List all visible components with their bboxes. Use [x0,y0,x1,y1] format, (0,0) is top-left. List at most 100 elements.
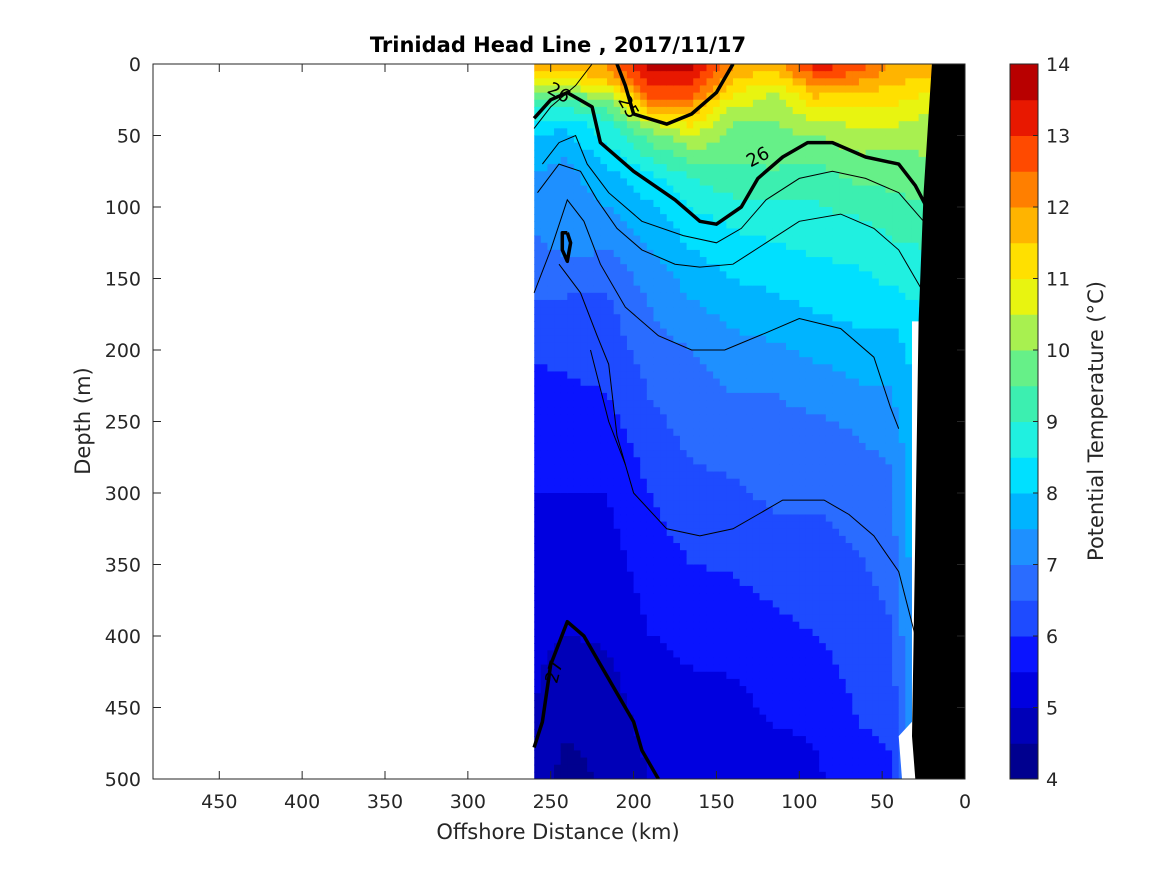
heatmap-cell [759,664,767,673]
heatmap-cell [819,314,827,322]
heatmap-cell [613,671,621,680]
heatmap-cell [640,385,648,394]
heatmap-cell [646,350,655,358]
heatmap-cell [686,678,694,687]
heatmap-cell [858,299,867,308]
heatmap-cell [666,178,674,187]
heatmap-cell [660,600,668,608]
heatmap-cell [799,550,807,558]
heatmap-cell [845,421,853,430]
heatmap-cell [719,700,727,709]
heatmap-cell [706,64,714,72]
heatmap-cell [726,535,734,544]
heatmap-cell [719,664,727,673]
heatmap-cell [766,743,774,751]
heatmap-cell [746,149,754,158]
heatmap-cell [573,750,582,759]
heatmap-cell [666,500,674,508]
heatmap-cell [534,657,542,666]
heatmap-cell [554,149,562,158]
heatmap-cell [587,621,595,630]
heatmap-cell [766,485,774,494]
heatmap-cell [832,507,840,516]
heatmap-cell [554,378,562,387]
heatmap-cell [573,707,582,716]
heatmap-cell [779,357,787,365]
heatmap-cell [646,450,655,458]
heatmap-cell [759,643,767,651]
heatmap-cell [779,707,787,716]
heatmap-cell [779,493,787,501]
heatmap-cell [733,271,741,280]
heatmap-cell [805,221,814,230]
heatmap-cell [640,550,648,558]
heatmap-cell [554,392,562,401]
heatmap-cell [825,750,834,759]
heatmap-cell [858,271,867,280]
heatmap-cell [779,750,787,759]
heatmap-cell [673,464,681,473]
heatmap-cell [660,550,668,558]
heatmap-cell [679,299,688,308]
heatmap-cell [752,428,761,437]
heatmap-cell [600,478,608,487]
heatmap-cell [719,500,727,508]
heatmap-cell [699,736,708,744]
heatmap-cell [640,657,648,666]
heatmap-cell [786,314,794,322]
heatmap-cell [852,285,860,294]
heatmap-cell [567,421,575,430]
heatmap-cell [832,543,840,551]
heatmap-cell [706,607,714,616]
heatmap-cell [825,664,834,673]
heatmap-cell [660,285,668,294]
heatmap-cell [540,550,548,558]
heatmap-cell [560,178,568,187]
heatmap-cell [766,171,774,179]
heatmap-cell [819,657,827,666]
heatmap-cell [792,292,800,301]
heatmap-cell [560,700,568,709]
heatmap-cell [607,414,615,423]
heatmap-cell [679,650,688,659]
heatmap-cell [719,385,727,394]
heatmap-cell [534,671,542,680]
heatmap-cell [733,521,741,530]
heatmap-cell [679,307,688,315]
heatmap-cell [839,192,847,201]
heatmap-cell [792,142,800,151]
heatmap-cell [739,693,747,701]
heatmap-cell [832,435,840,444]
heatmap-cell [766,407,774,415]
heatmap-cell [852,457,860,465]
heatmap-cell [693,385,701,394]
heatmap-cell [560,156,568,165]
heatmap-cell [653,678,661,687]
heatmap-cell [733,614,741,623]
heatmap-cell [759,564,767,573]
heatmap-cell [633,571,641,580]
heatmap-cell [713,307,721,315]
heatmap-cell [752,507,761,516]
heatmap-cell [759,550,767,558]
heatmap-cell [759,321,767,330]
heatmap-cell [766,478,774,487]
heatmap-cell [799,578,807,587]
heatmap-cell [779,521,787,530]
heatmap-cell [673,156,681,165]
heatmap-cell [805,92,814,101]
heatmap-cell [653,507,661,516]
heatmap-cell [587,471,595,480]
heatmap-cell [554,607,562,616]
heatmap-cell [560,264,568,272]
heatmap-cell [812,92,820,101]
heatmap-cell [620,235,628,244]
heatmap-cell [653,585,661,594]
heatmap-cell [540,185,548,194]
heatmap-cell [673,378,681,387]
heatmap-cell [573,328,582,337]
heatmap-cell [693,657,701,666]
heatmap-cell [719,321,727,330]
heatmap-cell [626,493,635,501]
heatmap-cell [766,700,774,709]
